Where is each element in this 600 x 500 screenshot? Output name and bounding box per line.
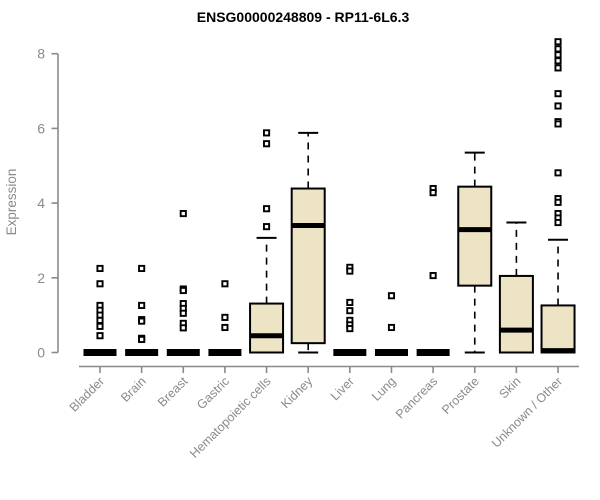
- x-category-label: Prostate: [439, 374, 482, 417]
- outlier-point: [387, 292, 396, 300]
- outlier-point: [96, 322, 104, 330]
- outlier-point: [554, 38, 562, 46]
- x-category-label: Breast: [155, 374, 191, 410]
- outlier-point: [554, 51, 562, 59]
- iqr-box: [290, 187, 326, 345]
- y-axis-title: Expression: [4, 169, 19, 236]
- outlier-point: [429, 272, 437, 280]
- x-category-label: Kidney: [278, 374, 315, 411]
- chart-title: ENSG00000248809 - RP11-6L6.3: [197, 9, 410, 25]
- outlier-point: [554, 120, 562, 128]
- outlier-point: [554, 90, 562, 98]
- iqr-box: [457, 185, 493, 287]
- y-tick-label: 6: [37, 120, 45, 136]
- outlier-point: [179, 324, 187, 332]
- x-category-label: Skin: [496, 374, 523, 401]
- iqr-box: [540, 304, 576, 354]
- outlier-point: [96, 332, 104, 340]
- outlier-point: [554, 45, 562, 53]
- outlier-point: [554, 64, 562, 72]
- x-category-label: Pancreas: [393, 374, 440, 421]
- iqr-box: [249, 302, 285, 354]
- y-tick-label: 2: [37, 270, 45, 286]
- x-category-label: Bladder: [67, 374, 107, 414]
- y-tick-label: 0: [37, 345, 45, 361]
- x-category-label: Unknown / Other: [489, 374, 565, 450]
- outlier-point: [263, 140, 271, 148]
- x-category-label: Lung: [369, 374, 399, 404]
- outlier-point: [346, 307, 354, 315]
- outlier-point: [179, 286, 187, 295]
- outlier-point: [138, 335, 146, 343]
- outlier-point: [554, 57, 562, 65]
- collapsed-box: [416, 349, 450, 356]
- outlier-point: [554, 102, 562, 110]
- outlier-point: [221, 323, 229, 332]
- collapsed-box: [125, 349, 159, 356]
- y-tick-label: 4: [37, 195, 45, 211]
- plot-area: 0 2 4 6 8 Bladder Brain Breast GastricHematopoie…: [37, 38, 580, 461]
- x-category-label: Hematopoietic cells: [187, 374, 274, 461]
- outlier-point: [263, 129, 271, 137]
- outlier-point: [346, 267, 354, 275]
- outlier-point: [263, 205, 271, 213]
- outlier-point: [138, 264, 146, 273]
- collapsed-box: [83, 349, 117, 356]
- outlier-point: [179, 309, 187, 317]
- outlier-point: [346, 325, 354, 333]
- outlier-point: [221, 280, 229, 288]
- outlier-point: [96, 280, 104, 288]
- outlier-point: [346, 298, 354, 307]
- collapsed-box: [166, 349, 200, 356]
- x-category-label: Liver: [328, 374, 357, 403]
- outlier-point: [554, 169, 562, 177]
- outlier-point: [429, 189, 437, 197]
- x-category-label: Gastric: [194, 374, 232, 412]
- outlier-point: [554, 218, 562, 227]
- outlier-point: [221, 313, 229, 321]
- outlier-point: [96, 316, 104, 324]
- outlier-point: [138, 301, 146, 309]
- collapsed-box: [333, 349, 367, 356]
- y-tick-label: 8: [37, 46, 45, 62]
- outlier-point: [96, 264, 104, 273]
- x-category-label: Brain: [118, 374, 149, 405]
- outlier-point: [138, 317, 146, 325]
- outlier-point: [179, 210, 187, 218]
- outlier-point: [387, 323, 396, 332]
- collapsed-box: [374, 349, 408, 356]
- collapsed-box: [208, 349, 242, 356]
- outlier-point: [554, 198, 562, 206]
- iqr-box: [498, 274, 534, 354]
- outlier-point: [263, 223, 271, 231]
